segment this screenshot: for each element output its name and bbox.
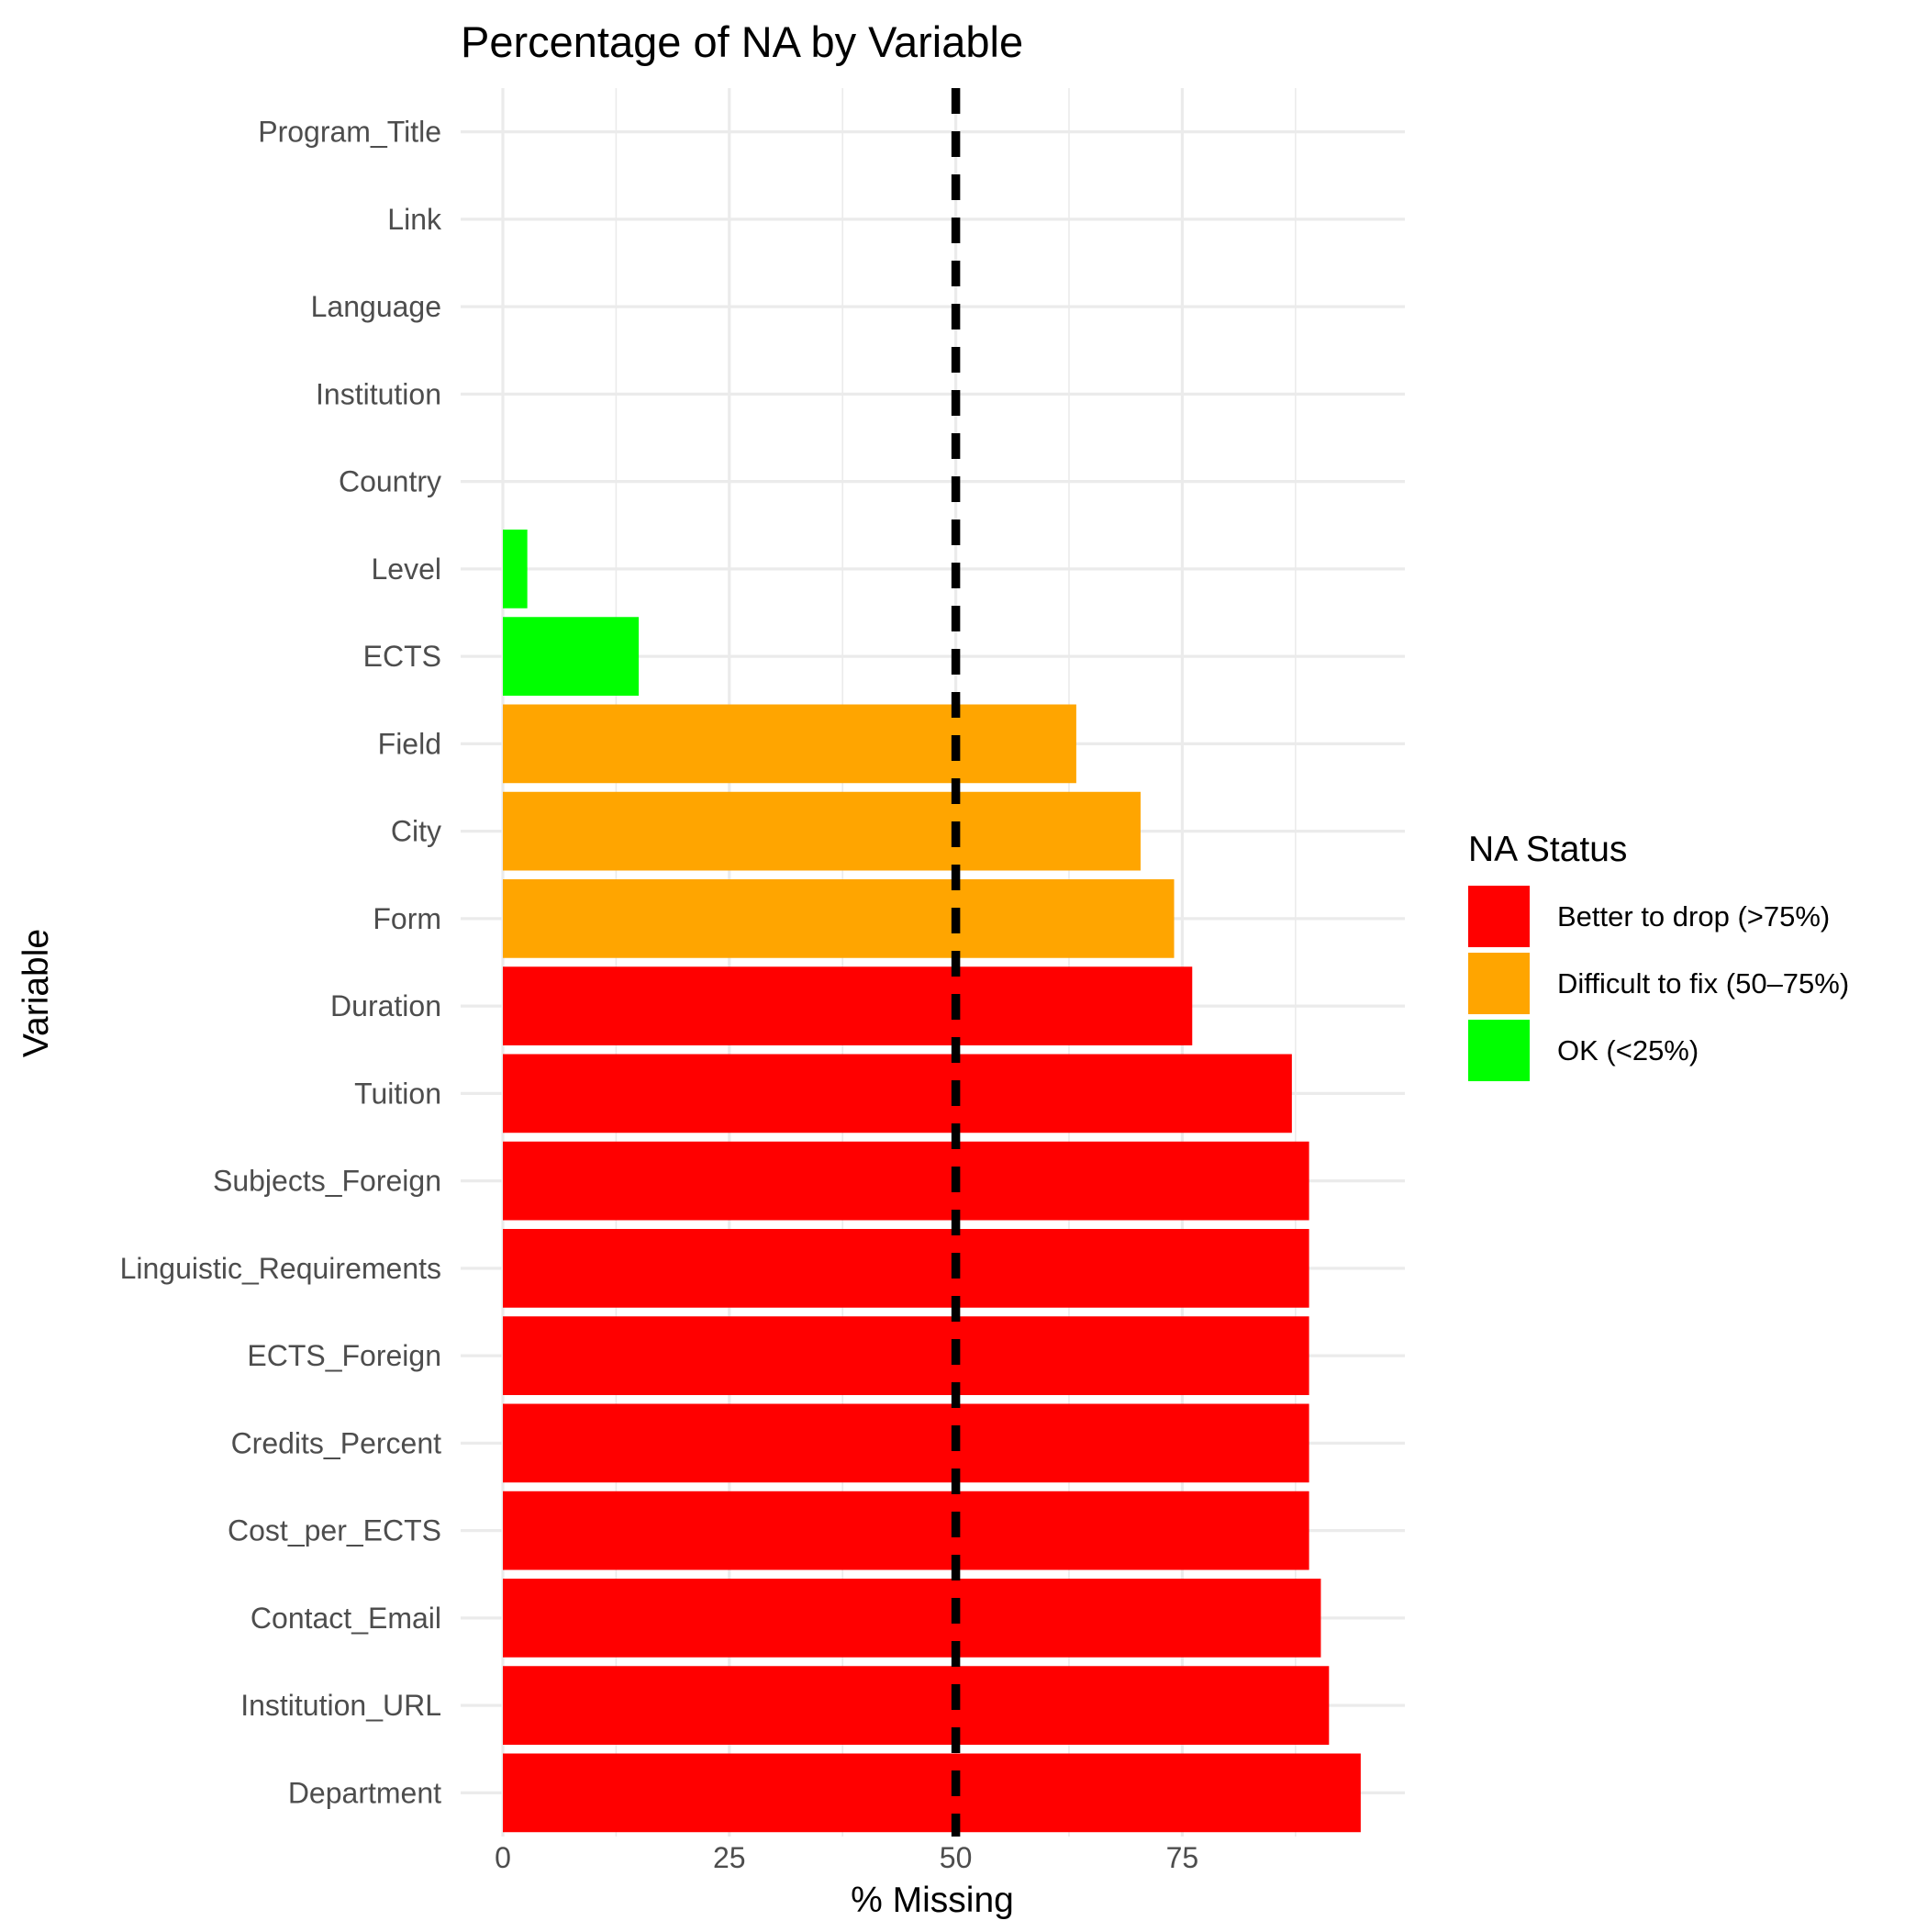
x-tick-label: 0 bbox=[495, 1841, 511, 1874]
bar-level bbox=[503, 530, 528, 609]
y-tick-label: ECTS bbox=[363, 640, 441, 673]
bar-tuition bbox=[503, 1054, 1292, 1134]
y-tick-label: ECTS_Foreign bbox=[247, 1339, 441, 1372]
x-axis-title: % Missing bbox=[851, 1881, 1014, 1920]
bar-credits-percent bbox=[503, 1403, 1309, 1483]
bar-field bbox=[503, 704, 1076, 784]
bar-linguistic-requirements bbox=[503, 1229, 1309, 1308]
bar-subjects-foreign bbox=[503, 1141, 1309, 1221]
grid-lines bbox=[461, 88, 1405, 1837]
legend-label: OK (<25%) bbox=[1557, 1034, 1699, 1067]
y-tick-label: Institution_URL bbox=[240, 1689, 441, 1722]
bars-group bbox=[503, 530, 1361, 1833]
y-tick-label: Department bbox=[288, 1776, 441, 1809]
legend-swatch bbox=[1468, 953, 1530, 1014]
y-tick-label: Field bbox=[378, 727, 441, 760]
y-tick-label: Program_Title bbox=[258, 116, 441, 149]
y-tick-label: Institution bbox=[316, 377, 441, 410]
bar-ects-foreign bbox=[503, 1316, 1309, 1395]
y-tick-label: Linguistic_Requirements bbox=[120, 1252, 441, 1285]
bar-ects bbox=[503, 617, 640, 696]
y-tick-label: Credits_Percent bbox=[231, 1426, 442, 1459]
y-tick-label: Contact_Email bbox=[251, 1602, 441, 1635]
x-tick-label: 75 bbox=[1166, 1841, 1199, 1874]
y-tick-label: Tuition bbox=[354, 1077, 441, 1110]
bar-duration bbox=[503, 966, 1193, 1045]
bar-cost-per-ects bbox=[503, 1491, 1309, 1570]
bar-department bbox=[503, 1753, 1361, 1833]
y-tick-label: Country bbox=[339, 465, 441, 498]
legend-title: NA Status bbox=[1468, 830, 1627, 869]
y-tick-label: City bbox=[391, 815, 441, 848]
legend-swatch bbox=[1468, 886, 1530, 947]
y-tick-label: Level bbox=[372, 553, 442, 586]
y-tick-label: Subjects_Foreign bbox=[213, 1165, 441, 1198]
bar-institution-url bbox=[503, 1666, 1330, 1745]
y-tick-labels: Program_Title Link Language Institution Coun… bbox=[120, 116, 442, 1810]
bar-contact-email bbox=[503, 1579, 1321, 1658]
y-tick-label: Link bbox=[387, 203, 442, 236]
bar-city bbox=[503, 791, 1141, 871]
y-tick-label: Duration bbox=[330, 989, 441, 1022]
legend-label: Better to drop (>75%) bbox=[1557, 900, 1830, 932]
bar-form bbox=[503, 879, 1175, 958]
legend-swatch bbox=[1468, 1020, 1530, 1081]
x-tick-label: 25 bbox=[713, 1841, 746, 1874]
x-tick-label: 50 bbox=[940, 1841, 973, 1874]
chart-title: Percentage of NA by Variable bbox=[461, 17, 1023, 66]
x-tick-labels: 0 25 50 75 bbox=[495, 1841, 1198, 1874]
y-tick-label: Cost_per_ECTS bbox=[228, 1514, 441, 1547]
y-tick-label: Form bbox=[373, 902, 441, 935]
y-tick-label: Language bbox=[311, 290, 441, 323]
legend: NA Status Better to drop (>75%) Difficult… bbox=[1468, 830, 1849, 1081]
y-axis-title: Variable bbox=[17, 929, 56, 1057]
legend-label: Difficult to fix (50–75%) bbox=[1557, 967, 1849, 1000]
